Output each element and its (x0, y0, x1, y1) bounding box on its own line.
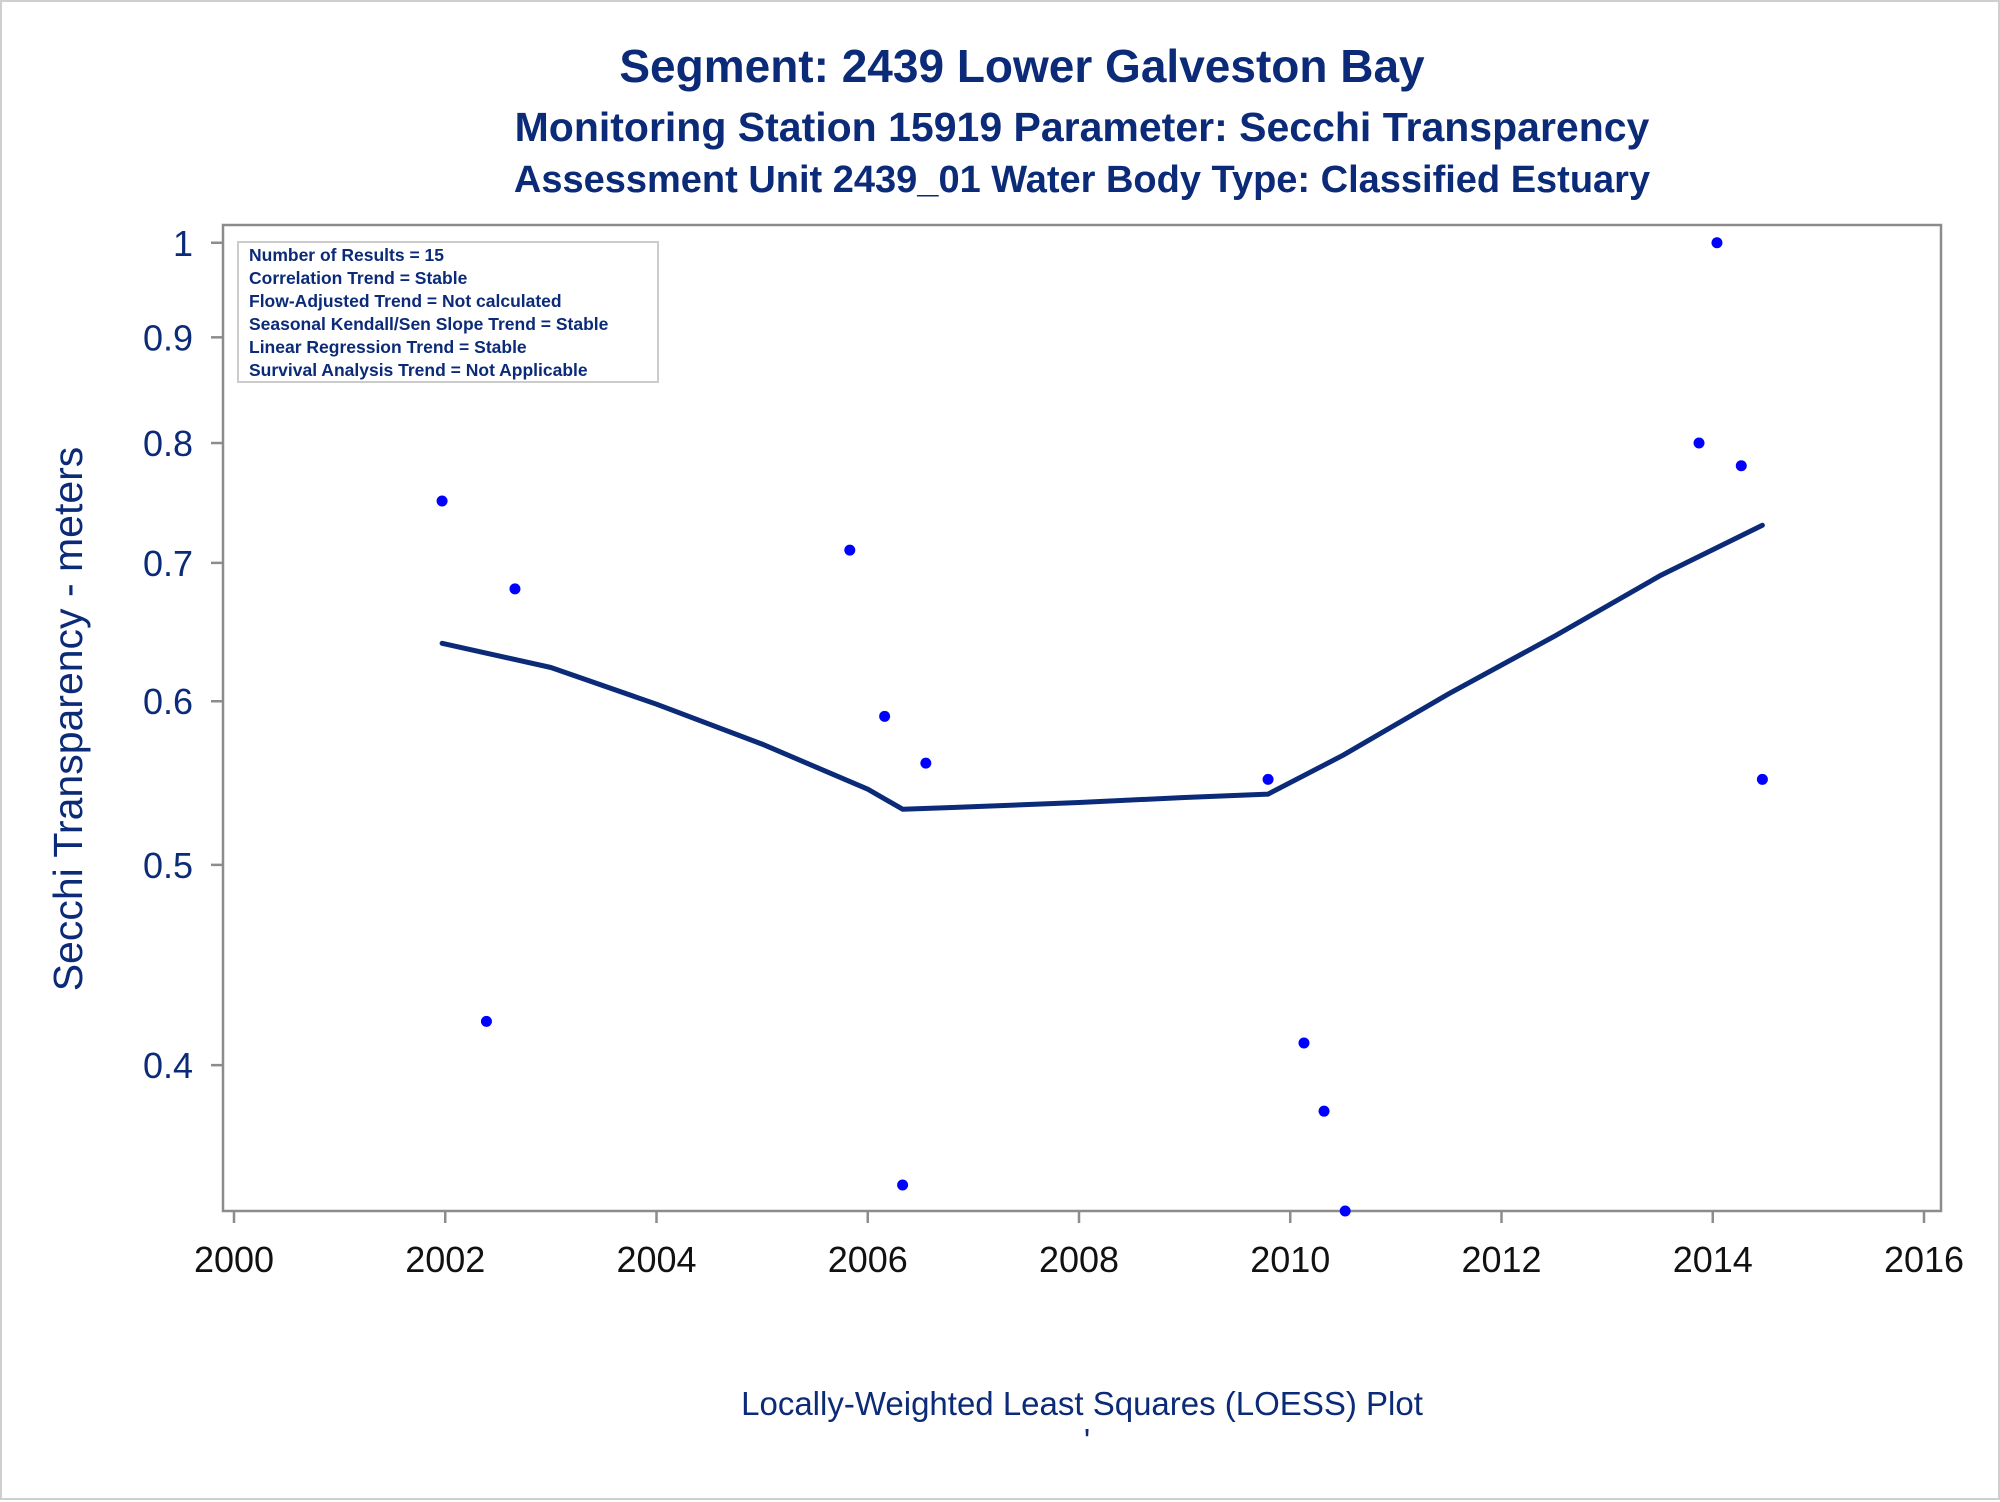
chart-subtitle: Monitoring Station 15919 Parameter: Secc… (515, 104, 1650, 150)
x-tick-label: 2002 (405, 1239, 485, 1280)
data-point (897, 1179, 909, 1191)
chart-subtitle-secondary: Assessment Unit 2439_01 Water Body Type:… (514, 159, 1650, 201)
stats-legend: Number of Results = 15 Correlation Trend… (237, 241, 659, 383)
x-tick-label: 2014 (1673, 1239, 1753, 1280)
x-axis: 2000 2002 2004 2006 2008 2010 2012 2014 2016 (194, 1211, 1964, 1280)
loess-curve (439, 522, 1765, 812)
data-point (1339, 1205, 1351, 1217)
stats-line: Flow-Adjusted Trend = Not calculated (249, 291, 562, 311)
data-point (436, 495, 448, 507)
data-point (844, 544, 856, 556)
data-point (1318, 1105, 1330, 1117)
stats-line: Number of Results = 15 (249, 245, 444, 265)
y-tick-label: 0.5 (143, 845, 193, 886)
x-tick-label: 2006 (828, 1239, 908, 1280)
y-tick-label: 0.9 (143, 317, 193, 358)
data-point (1262, 773, 1274, 785)
data-point (879, 710, 891, 722)
x-tick-label: 2004 (616, 1239, 696, 1280)
data-point (920, 757, 932, 769)
y-axis: 0.4 0.5 0.6 0.7 0.8 0.9 1 (143, 223, 223, 1086)
stats-legend-box (237, 241, 659, 383)
stats-line: Seasonal Kendall/Sen Slope Trend = Stabl… (249, 314, 609, 334)
y-tick-label: 0.7 (143, 543, 193, 584)
y-tick-label: 0.4 (143, 1045, 193, 1086)
data-point (1711, 237, 1723, 249)
plot-area (221, 223, 1943, 1213)
x-tick-label: 2016 (1884, 1239, 1964, 1280)
x-tick-label: 2012 (1461, 1239, 1541, 1280)
data-point (509, 583, 521, 595)
footer-caption: Locally-Weighted Least Squares (LOESS) P… (741, 1385, 1423, 1422)
data-points (436, 237, 1768, 1217)
y-axis-label: Secchi Transparency - meters (45, 447, 91, 992)
data-point (480, 1015, 492, 1027)
data-point (1693, 437, 1705, 449)
y-tick-label: 0.8 (143, 423, 193, 464)
data-point (1298, 1037, 1310, 1049)
y-tick-label: 0.6 (143, 681, 193, 722)
stats-line: Correlation Trend = Stable (249, 268, 468, 288)
x-tick-label: 2008 (1039, 1239, 1119, 1280)
chart-title: Segment: 2439 Lower Galveston Bay (619, 40, 1425, 92)
data-point (1735, 460, 1747, 472)
y-tick-label: 1 (173, 223, 193, 264)
x-tick-label: 2000 (194, 1239, 274, 1280)
x-tick-label: 2010 (1250, 1239, 1330, 1280)
data-point (1756, 773, 1768, 785)
stats-line: Linear Regression Trend = Stable (249, 337, 527, 357)
footer-mark: ' (1084, 1422, 1090, 1459)
stats-line: Survival Analysis Trend = Not Applicable (249, 360, 588, 380)
